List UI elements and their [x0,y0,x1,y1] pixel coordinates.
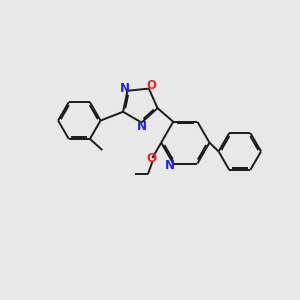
Text: N: N [136,120,147,133]
Text: O: O [147,152,157,165]
Text: N: N [120,82,130,95]
Text: N: N [164,159,174,172]
Text: O: O [146,80,157,92]
